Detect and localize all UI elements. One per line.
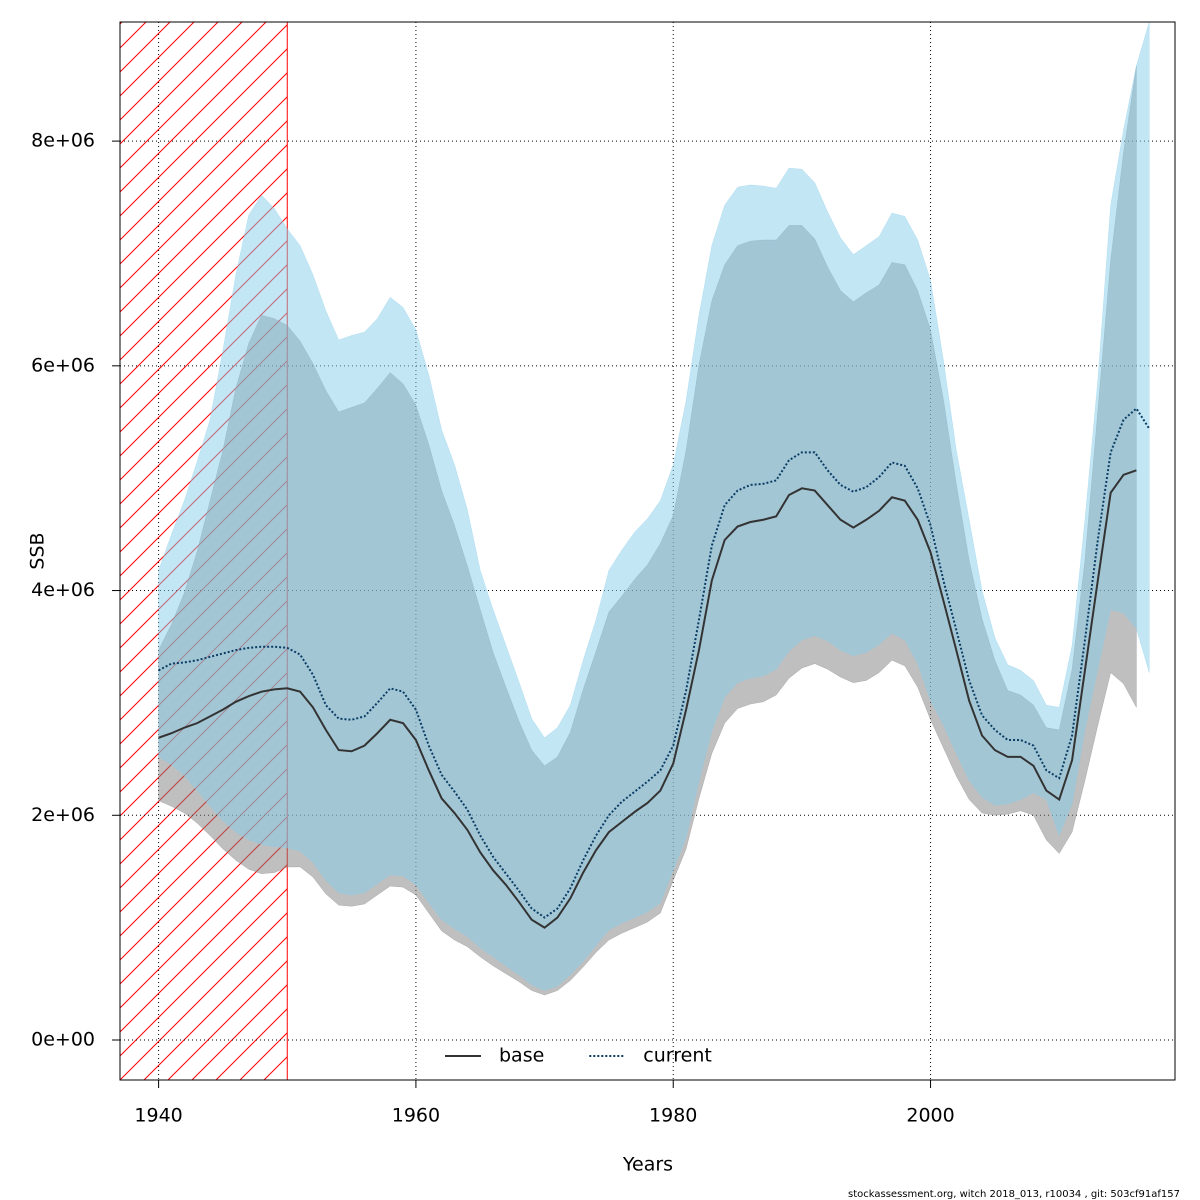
- plot-area: [120, 22, 1175, 1080]
- confidence-band: [158, 22, 1150, 991]
- y-tick-label: 2e+06: [31, 804, 95, 826]
- x-tick-label: 2000: [906, 1105, 954, 1127]
- plot-frame: [119, 21, 1176, 1081]
- x-axis-label: Years: [622, 1154, 673, 1176]
- footer: stockassessment.org, witch 2018_013, r10…: [848, 1189, 1180, 1200]
- legend-label: current: [643, 1045, 712, 1067]
- y-tick-label: 8e+06: [31, 130, 95, 152]
- y-tick-label: 6e+06: [31, 354, 95, 376]
- x-tick-label: 1940: [134, 1105, 182, 1127]
- x-tick-label: 1960: [392, 1105, 440, 1127]
- x-tick-label: 1980: [649, 1105, 697, 1127]
- y-tick-label: 0e+00: [31, 1028, 95, 1050]
- y-axis-label: SSB: [27, 532, 49, 569]
- series-line: [158, 469, 1137, 929]
- y-tick-label: 4e+06: [31, 579, 95, 601]
- legend-label: base: [499, 1045, 544, 1067]
